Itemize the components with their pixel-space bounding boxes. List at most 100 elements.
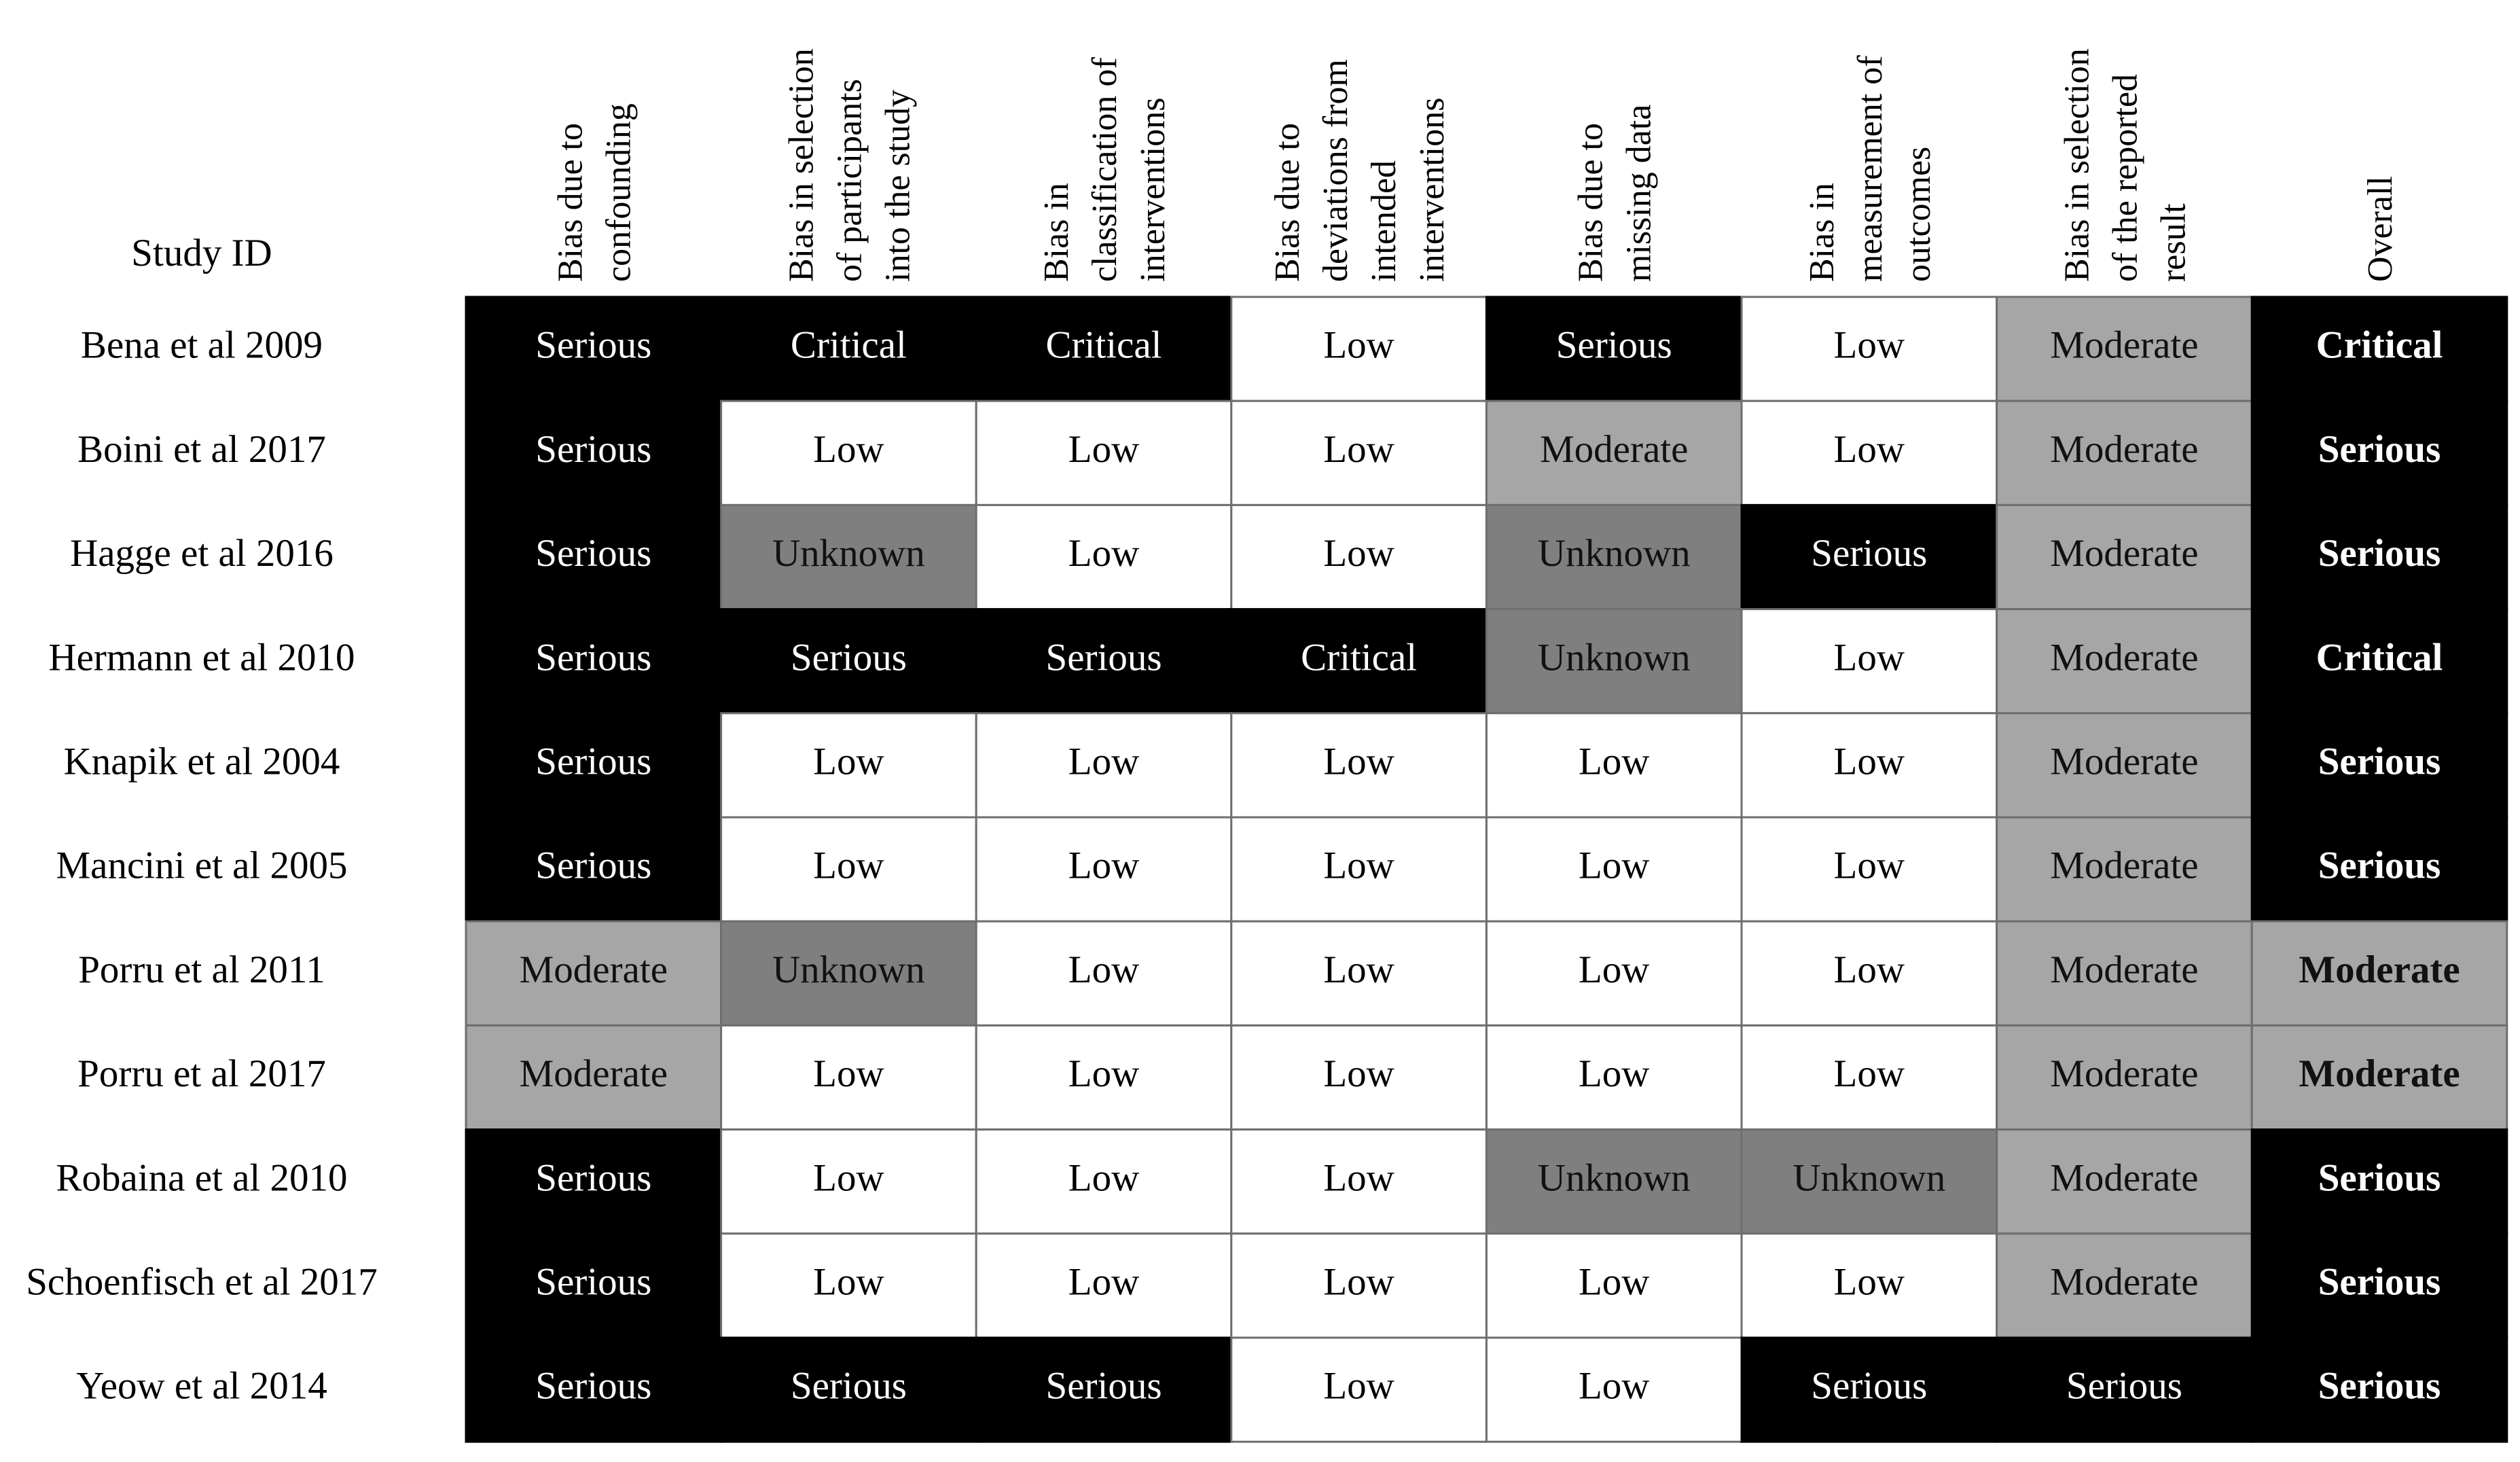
study-id: Porru et al 2011: [78, 948, 325, 991]
cell: [1740, 296, 1998, 402]
cell: [720, 816, 977, 923]
cell-rating: Low: [1068, 1156, 1139, 1199]
cell: [975, 712, 1233, 819]
cell: [975, 608, 1233, 715]
cell: [2250, 1024, 2508, 1131]
cell: [2250, 1128, 2508, 1235]
cell-rating: Moderate: [2050, 1052, 2198, 1095]
cell-rating: Unknown: [1793, 1156, 1945, 1199]
cell-rating: Low: [1323, 948, 1394, 991]
cell-rating: Serious: [1556, 324, 1672, 367]
column-header: of the reported: [2106, 74, 2144, 282]
cell-rating: Moderate: [2050, 948, 2198, 991]
cell-rating: Unknown: [1538, 636, 1691, 679]
cell: [720, 1128, 977, 1235]
cell-rating: Serious: [2318, 740, 2441, 783]
study-id: Yeow et al 2014: [76, 1365, 327, 1408]
cell-rating: Low: [1579, 1260, 1649, 1303]
cell: [1996, 816, 2253, 923]
cell-rating: Serious: [1811, 532, 1927, 575]
column-header: result: [2154, 203, 2193, 282]
cell-rating: Low: [1323, 324, 1394, 367]
cell-rating: Serious: [1046, 636, 1162, 679]
cell-rating: Low: [1579, 1365, 1649, 1408]
column-header: Bias due to: [1572, 123, 1610, 282]
column-header: confounding: [599, 103, 638, 282]
cell-rating: Low: [1834, 1052, 1905, 1095]
cell: [975, 920, 1233, 1027]
column-header: of participants: [830, 79, 869, 282]
cell-rating: Low: [1323, 844, 1394, 887]
cell: [2250, 1336, 2508, 1443]
study-id: Robaina et al 2010: [56, 1156, 348, 1199]
cell-rating: Moderate: [1540, 428, 1688, 471]
cell-rating: Serious: [2066, 1365, 2182, 1408]
cell: [1996, 712, 2253, 819]
cell: [2250, 296, 2508, 402]
cell: [975, 1232, 1233, 1339]
cell-rating: Low: [1834, 324, 1905, 367]
cell: [720, 1336, 977, 1443]
cell-rating: Moderate: [2050, 1260, 2198, 1303]
cell-rating: Serious: [2318, 428, 2441, 471]
cell: [1740, 1232, 1998, 1339]
cell-rating: Serious: [1811, 1365, 1927, 1408]
cell-rating: Low: [1323, 1365, 1394, 1408]
cell: [1230, 608, 1488, 715]
cell: [465, 920, 723, 1027]
cell-rating: Critical: [791, 324, 907, 367]
study-id: Boini et al 2017: [77, 428, 326, 471]
cell-rating: Low: [1068, 1052, 1139, 1095]
cell: [1740, 816, 1998, 923]
cell: [1485, 1024, 1743, 1131]
cell-rating: Low: [1068, 948, 1139, 991]
cell: [1996, 608, 2253, 715]
cell-rating: Low: [1579, 1052, 1649, 1095]
cell-rating: Low: [1579, 844, 1649, 887]
cell: [2250, 503, 2508, 611]
cell: [1485, 399, 1743, 506]
column-header: Bias due to: [1268, 123, 1307, 282]
column-header: Overall: [2361, 176, 2400, 282]
cell-rating: Low: [1834, 636, 1905, 679]
column-header: interventions: [1413, 97, 1452, 282]
cell: [1996, 920, 2253, 1027]
cell: [2250, 712, 2508, 819]
cell: [465, 503, 723, 611]
cell-rating: Moderate: [2050, 324, 2198, 367]
cell: [1230, 712, 1488, 819]
cell-rating: Critical: [1301, 636, 1417, 679]
cell-rating: Unknown: [772, 948, 925, 991]
cell-rating: Critical: [2316, 636, 2443, 679]
cell-rating: Serious: [791, 636, 907, 679]
cell-rating: Low: [1834, 844, 1905, 887]
cell-rating: Low: [1323, 428, 1394, 471]
column-header: Bias in selection: [782, 48, 821, 282]
cell-rating: Unknown: [1538, 532, 1691, 575]
cell: [720, 920, 977, 1027]
cell-rating: Serious: [535, 428, 651, 471]
cell-rating: Low: [1068, 532, 1139, 575]
cell-rating: Moderate: [2050, 844, 2198, 887]
cell: [465, 608, 723, 715]
cell: [1230, 296, 1488, 402]
cell: [1485, 1128, 1743, 1235]
cell-rating: Low: [1579, 740, 1649, 783]
study-id: Porru et al 2017: [77, 1052, 326, 1095]
cell: [1230, 399, 1488, 506]
cell-rating: Low: [1834, 740, 1905, 783]
cell: [1740, 920, 1998, 1027]
cell: [1740, 399, 1998, 506]
cell: [1230, 1128, 1488, 1235]
column-header: measurement of: [1851, 55, 1890, 282]
column-header: outcomes: [1899, 147, 1938, 282]
column-header: into the study: [878, 90, 917, 282]
cell: [720, 1232, 977, 1339]
cell-rating: Moderate: [2050, 636, 2198, 679]
cell-rating: Low: [813, 428, 884, 471]
cell-rating: Moderate: [2050, 1156, 2198, 1199]
cell: [465, 1232, 723, 1339]
cell-rating: Low: [813, 1260, 884, 1303]
cell: [1485, 1232, 1743, 1339]
